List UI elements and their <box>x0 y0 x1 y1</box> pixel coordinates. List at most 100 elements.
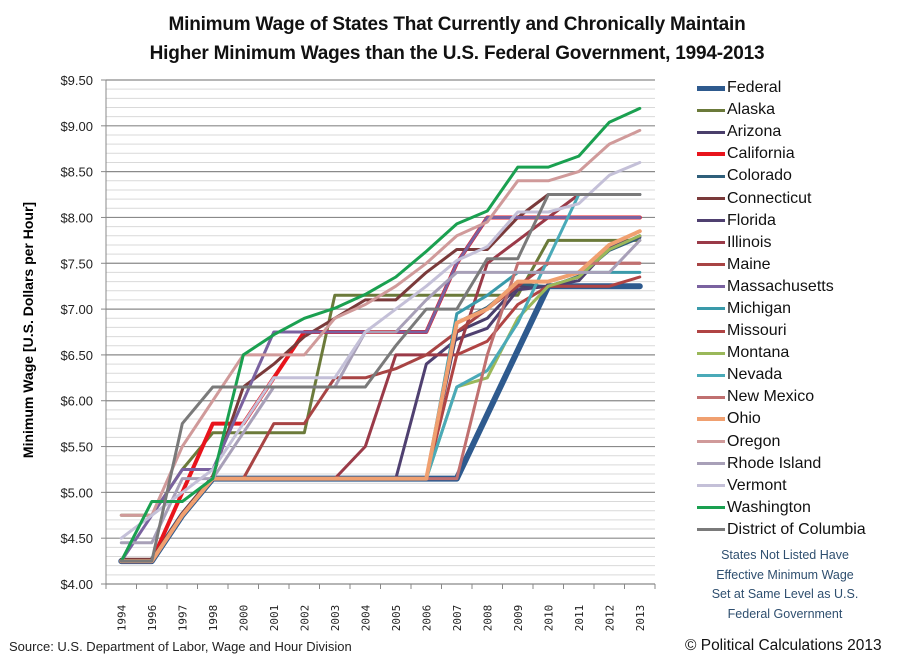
legend-label: Alaska <box>727 101 776 119</box>
legend-item: Oregon <box>697 431 866 453</box>
series-line-maine <box>119 261 642 563</box>
legend-swatch <box>697 329 725 333</box>
legend-label: District of Columbia <box>727 520 866 538</box>
x-tick-label: 2007 <box>451 605 464 632</box>
series-line-new-mexico <box>119 261 642 563</box>
legend-label: Illinois <box>727 233 772 251</box>
legend-label: Vermont <box>727 476 787 494</box>
x-tick-label: 2010 <box>542 605 555 632</box>
note-line: Federal Government <box>727 606 843 621</box>
x-tick-label: 2013 <box>634 605 647 632</box>
legend-item: Alaska <box>697 99 866 121</box>
note-line: Effective Minimum Wage <box>716 567 854 582</box>
y-tick-labels: $4.00 $4.50 $5.00 $5.50 $6.00 $6.50 $7.00 $7.50… <box>60 73 93 592</box>
series-line-connecticut <box>119 193 642 561</box>
x-tick-label: 1998 <box>207 605 220 632</box>
legend-item: Nevada <box>697 364 866 386</box>
legend-swatch <box>697 174 725 178</box>
x-tick-label: 2005 <box>390 605 403 632</box>
legend-swatch <box>697 130 725 134</box>
legend-swatch <box>697 152 725 157</box>
x-tick-label: 2003 <box>329 605 342 632</box>
x-tick-label: 2001 <box>268 605 281 632</box>
legend-swatch <box>697 307 725 311</box>
y-tick-label: $7.00 <box>60 302 93 317</box>
legend-swatch <box>697 219 725 223</box>
legend-label: Florida <box>727 211 776 229</box>
legend-item: Florida <box>697 210 866 232</box>
series-line-michigan <box>119 270 642 563</box>
legend-label: Rhode Island <box>727 454 822 472</box>
chart-title: Minimum Wage of States That Currently an… <box>0 10 914 68</box>
y-tick-label: $9.00 <box>60 119 93 134</box>
legend-item: Washington <box>697 497 866 519</box>
y-tick-label: $8.50 <box>60 165 93 180</box>
legend-swatch <box>697 241 725 245</box>
x-tick-label: 2012 <box>603 605 616 632</box>
legend-swatch <box>697 484 725 488</box>
legend-label: Connecticut <box>727 189 812 207</box>
x-tick-label: 2002 <box>298 605 311 632</box>
legend-item: Connecticut <box>697 187 866 209</box>
legend-label: Arizona <box>727 123 782 141</box>
legend-item: Arizona <box>697 121 866 143</box>
y-tick-label: $8.00 <box>60 210 93 225</box>
note-text: States Not Listed Have Effective Minimum… <box>690 546 880 624</box>
legend-label: New Mexico <box>727 388 815 406</box>
legend-swatch <box>697 373 725 377</box>
legend-label: Colorado <box>727 167 792 185</box>
legend-swatch <box>697 108 725 112</box>
x-tick-label: 2008 <box>481 605 494 632</box>
legend-item: Colorado <box>697 165 866 187</box>
legend-item: Michigan <box>697 298 866 320</box>
x-tick-label: 2006 <box>420 605 433 632</box>
legend-item: District of Columbia <box>697 519 866 541</box>
legend-label: Montana <box>727 344 790 362</box>
legend-swatch <box>697 395 725 399</box>
x-tick-label: 2011 <box>573 605 586 632</box>
legend-swatch <box>697 462 725 466</box>
legend-item: Ohio <box>697 408 866 430</box>
legend-label: Federal <box>727 79 782 97</box>
legend-label: Nevada <box>727 366 783 384</box>
axes <box>101 79 656 589</box>
series-line-california <box>119 215 642 564</box>
legend-swatch <box>697 263 725 267</box>
legend-swatch <box>697 351 725 355</box>
legend-item: Federal <box>697 77 866 99</box>
legend-item: Illinois <box>697 232 866 254</box>
x-tick-labels: 1994 1996 1997 1998 2000 2001 2002 2003 2004 2005… <box>115 604 647 631</box>
x-tick-label: 1994 <box>115 604 128 631</box>
y-tick-label: $4.00 <box>60 577 93 592</box>
note-line: Set at Same Level as U.S. <box>711 587 859 601</box>
legend-swatch <box>697 197 725 201</box>
legend-item: Vermont <box>697 475 866 497</box>
series-line-oregon <box>119 128 642 517</box>
legend: Federal Alaska Arizona California Colorado Co… <box>697 77 866 541</box>
legend-label: Oregon <box>727 432 781 450</box>
y-tick-label: $5.50 <box>60 440 93 455</box>
legend-item: California <box>697 143 866 165</box>
y-tick-label: $7.50 <box>60 256 93 271</box>
x-tick-label: 2009 <box>512 605 525 632</box>
x-tick-label: 2004 <box>359 604 372 631</box>
legend-label: California <box>727 145 795 163</box>
x-tick-label: 1997 <box>176 605 189 632</box>
y-tick-label: $9.50 <box>60 73 93 88</box>
y-tick-label: $6.50 <box>60 348 93 363</box>
note-line: States Not Listed Have <box>721 548 849 562</box>
legend-label: Missouri <box>727 322 787 340</box>
y-tick-label: $6.00 <box>60 394 93 409</box>
legend-item: Maine <box>697 254 866 276</box>
legend-swatch <box>697 417 725 422</box>
y-tick-label: $5.00 <box>60 485 93 500</box>
legend-item: Missouri <box>697 320 866 342</box>
legend-swatch <box>697 440 725 444</box>
x-tick-label: 1996 <box>146 605 159 632</box>
legend-swatch <box>697 528 725 532</box>
series-line-illinois <box>119 193 642 563</box>
legend-swatch <box>697 285 725 289</box>
legend-label: Maine <box>727 255 771 273</box>
chart-title-line-2: Higher Minimum Wages than the U.S. Feder… <box>149 43 765 64</box>
